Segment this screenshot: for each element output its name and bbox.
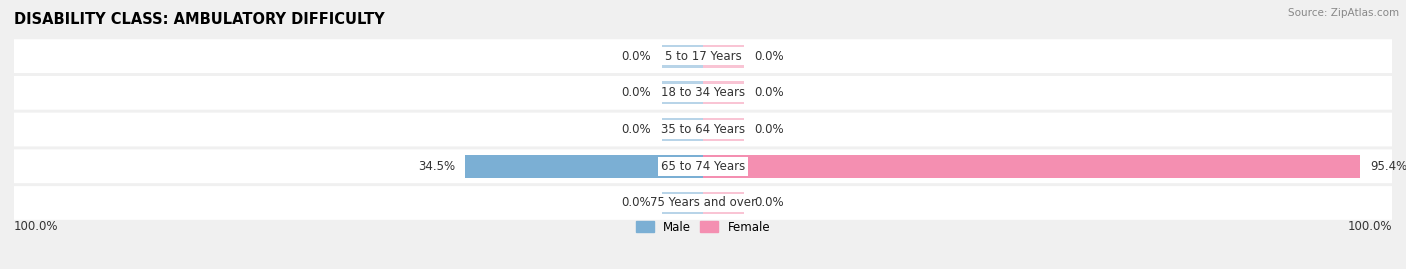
Text: 0.0%: 0.0%: [621, 86, 651, 99]
Legend: Male, Female: Male, Female: [631, 216, 775, 238]
Bar: [465, 155, 703, 178]
Text: 95.4%: 95.4%: [1371, 160, 1406, 173]
Bar: [662, 118, 703, 141]
FancyBboxPatch shape: [11, 113, 1395, 146]
Text: 0.0%: 0.0%: [755, 123, 785, 136]
Bar: [703, 45, 744, 68]
Bar: [662, 45, 703, 68]
Bar: [662, 82, 703, 104]
Bar: [703, 82, 744, 104]
Text: DISABILITY CLASS: AMBULATORY DIFFICULTY: DISABILITY CLASS: AMBULATORY DIFFICULTY: [14, 12, 385, 27]
Bar: [703, 118, 744, 141]
Text: 100.0%: 100.0%: [1347, 220, 1392, 233]
Text: 65 to 74 Years: 65 to 74 Years: [661, 160, 745, 173]
Text: Source: ZipAtlas.com: Source: ZipAtlas.com: [1288, 8, 1399, 18]
FancyBboxPatch shape: [11, 39, 1395, 73]
Text: 0.0%: 0.0%: [755, 50, 785, 63]
Text: 100.0%: 100.0%: [14, 220, 59, 233]
FancyBboxPatch shape: [11, 76, 1395, 110]
Text: 75 Years and over: 75 Years and over: [650, 196, 756, 210]
Text: 18 to 34 Years: 18 to 34 Years: [661, 86, 745, 99]
Text: 0.0%: 0.0%: [755, 196, 785, 210]
Text: 0.0%: 0.0%: [621, 196, 651, 210]
Text: 34.5%: 34.5%: [418, 160, 456, 173]
Bar: [703, 192, 744, 214]
Text: 5 to 17 Years: 5 to 17 Years: [665, 50, 741, 63]
Text: 0.0%: 0.0%: [621, 123, 651, 136]
Text: 0.0%: 0.0%: [755, 86, 785, 99]
Text: 35 to 64 Years: 35 to 64 Years: [661, 123, 745, 136]
FancyBboxPatch shape: [11, 149, 1395, 183]
Bar: [662, 192, 703, 214]
FancyBboxPatch shape: [11, 186, 1395, 220]
Bar: [703, 155, 1360, 178]
Text: 0.0%: 0.0%: [621, 50, 651, 63]
